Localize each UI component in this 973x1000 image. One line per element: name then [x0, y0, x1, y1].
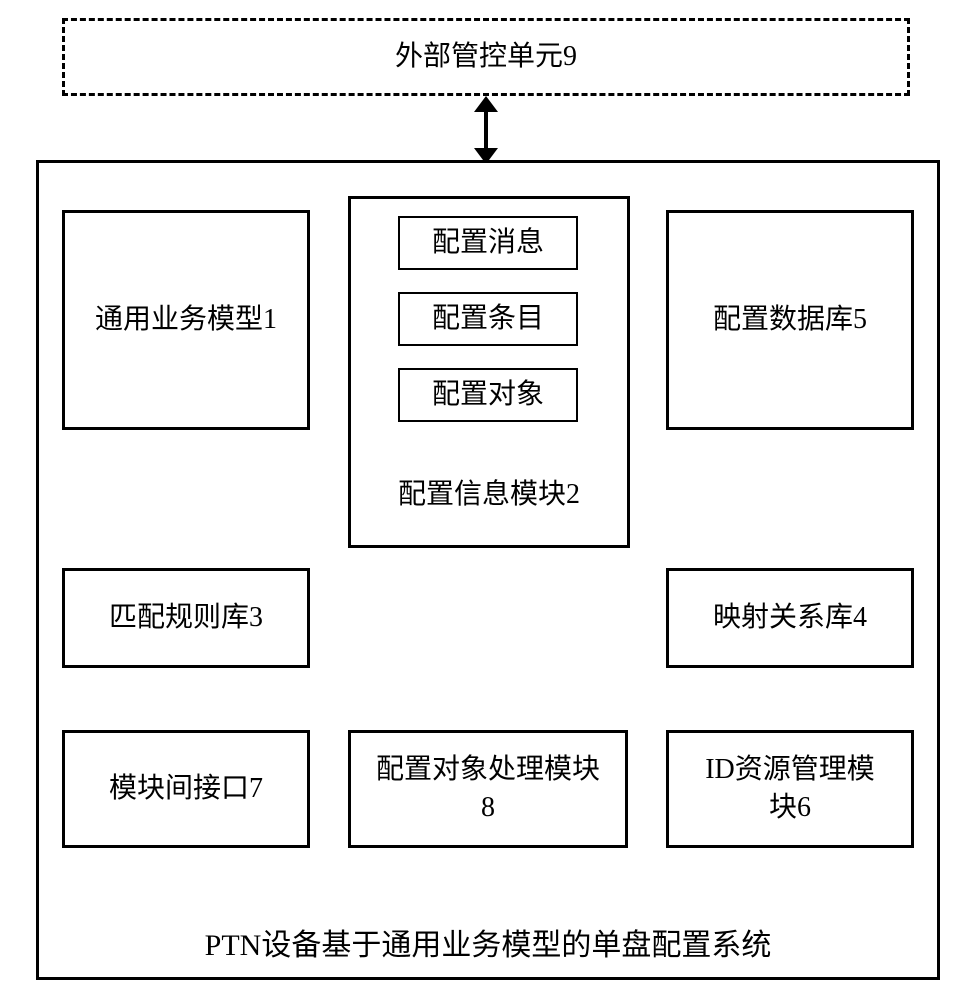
config-entry-box: 配置条目 [398, 292, 578, 346]
main-container-title: PTN设备基于通用业务模型的单盘配置系统 [36, 920, 940, 964]
config-object-label: 配置对象 [432, 376, 544, 414]
diagram-canvas: 外部管控单元9 通用业务模型1 配置消息 配置条目 配置对象 配置信息模块2 配… [0, 0, 973, 1000]
config-entry-label: 配置条目 [432, 300, 544, 338]
external-control-unit: 外部管控单元9 [62, 18, 910, 96]
match-rules-db: 匹配规则库3 [62, 568, 310, 668]
inter-module-interface: 模块间接口7 [62, 730, 310, 848]
inter-module-interface-label: 模块间接口7 [109, 770, 263, 808]
config-object-box: 配置对象 [398, 368, 578, 422]
config-database: 配置数据库5 [666, 210, 914, 430]
config-object-processing-label: 配置对象处理模块 8 [376, 751, 600, 827]
mapping-relation-label: 映射关系库4 [713, 599, 867, 637]
external-control-label: 外部管控单元9 [395, 38, 577, 76]
config-database-label: 配置数据库5 [713, 301, 867, 339]
id-resource-mgmt: ID资源管理模 块6 [666, 730, 914, 848]
mapping-relation-db: 映射关系库4 [666, 568, 914, 668]
config-message-label: 配置消息 [432, 224, 544, 262]
common-business-model-label: 通用业务模型1 [95, 301, 277, 339]
config-message-box: 配置消息 [398, 216, 578, 270]
id-resource-mgmt-label: ID资源管理模 块6 [705, 751, 875, 827]
common-business-model: 通用业务模型1 [62, 210, 310, 430]
arrow-line [484, 106, 488, 152]
config-info-module-label: 配置信息模块2 [348, 472, 630, 512]
match-rules-label: 匹配规则库3 [109, 599, 263, 637]
config-object-processing: 配置对象处理模块 8 [348, 730, 628, 848]
arrow-head-up [474, 96, 498, 112]
